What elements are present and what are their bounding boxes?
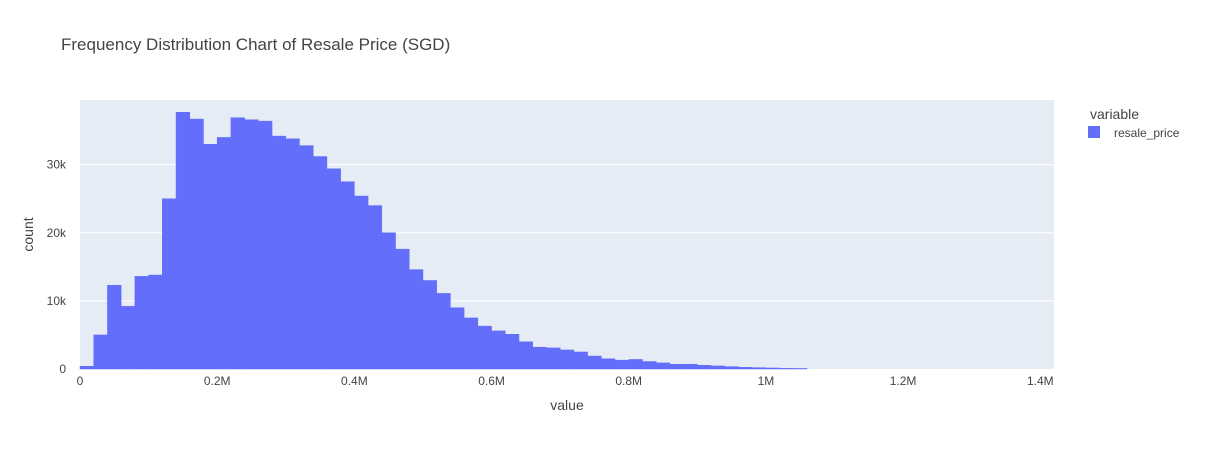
histogram-bar[interactable]	[230, 117, 245, 370]
x-axis-title: value	[550, 397, 584, 413]
histogram-bar[interactable]	[450, 307, 465, 370]
histogram-bar[interactable]	[683, 363, 698, 370]
histogram-bar[interactable]	[367, 205, 383, 370]
x-tick-label: 0.4M	[341, 374, 368, 388]
histogram-bar[interactable]	[573, 351, 588, 370]
legend-title: variable	[1090, 106, 1139, 122]
histogram-bar[interactable]	[285, 138, 300, 370]
histogram-bar[interactable]	[189, 118, 204, 370]
histogram-bar[interactable]	[710, 365, 726, 370]
histogram-bar[interactable]	[93, 334, 108, 370]
histogram-bar[interactable]	[354, 195, 369, 370]
histogram-bar[interactable]	[505, 334, 520, 370]
histogram-bar[interactable]	[244, 119, 259, 370]
y-tick-label: 30k	[47, 158, 67, 172]
histogram-bar[interactable]	[271, 135, 287, 370]
histogram-bar[interactable]	[107, 284, 122, 370]
y-tick-label: 20k	[47, 226, 67, 240]
histogram-bar[interactable]	[738, 367, 753, 370]
histogram-bar[interactable]	[724, 366, 739, 370]
histogram-bar[interactable]	[463, 317, 479, 370]
histogram-bar[interactable]	[532, 346, 547, 370]
y-tick-label: 0	[59, 362, 66, 376]
histogram-bar[interactable]	[491, 330, 506, 370]
histogram-bar[interactable]	[299, 145, 314, 370]
histogram-bar[interactable]	[203, 144, 218, 370]
histogram-bar[interactable]	[628, 359, 643, 370]
y-tick-label: 10k	[47, 294, 67, 308]
histogram-bar[interactable]	[655, 362, 671, 370]
histogram-bar[interactable]	[258, 120, 273, 370]
histogram-bars	[79, 112, 808, 370]
histogram-bar[interactable]	[559, 349, 575, 370]
x-tick-label: 1.2M	[890, 374, 917, 388]
histogram-bar[interactable]	[546, 347, 561, 370]
histogram-bar[interactable]	[793, 368, 808, 370]
histogram-bar[interactable]	[395, 248, 410, 370]
x-tick-label: 1.4M	[1027, 374, 1054, 388]
legend-item-resale-price[interactable]: resale_price	[1088, 126, 1180, 140]
legend-swatch	[1088, 126, 1100, 138]
histogram-bar[interactable]	[408, 269, 424, 370]
x-tick-label: 0.2M	[204, 374, 231, 388]
histogram-bar[interactable]	[79, 366, 94, 370]
histogram-bar[interactable]	[381, 232, 396, 370]
histogram-bar[interactable]	[175, 112, 190, 370]
legend[interactable]: variable resale_price	[1088, 106, 1180, 140]
y-axis-ticks: 0 10k 20k 30k	[47, 158, 67, 376]
histogram-bar[interactable]	[518, 341, 533, 370]
histogram-bar[interactable]	[601, 358, 616, 370]
histogram-bar[interactable]	[669, 363, 684, 370]
histogram-bar[interactable]	[312, 156, 328, 370]
histogram-bar[interactable]	[162, 198, 177, 370]
histogram-bar[interactable]	[216, 137, 232, 370]
histogram-bar[interactable]	[614, 359, 629, 370]
histogram-bar[interactable]	[422, 280, 437, 370]
x-axis-ticks: 0 0.2M 0.4M 0.6M 0.8M 1M 1.2M 1.4M	[77, 374, 1054, 388]
histogram-bar[interactable]	[765, 367, 780, 370]
histogram-bar[interactable]	[751, 367, 767, 370]
histogram-bar[interactable]	[587, 355, 602, 370]
histogram-bar[interactable]	[779, 368, 794, 370]
x-tick-label: 0	[77, 374, 84, 388]
x-tick-label: 0.8M	[615, 374, 642, 388]
legend-label-resale-price: resale_price	[1114, 126, 1180, 140]
chart-title: Frequency Distribution Chart of Resale P…	[61, 35, 450, 54]
histogram-bar[interactable]	[436, 293, 451, 370]
histogram-bar[interactable]	[340, 181, 355, 370]
y-axis-title: count	[20, 217, 36, 251]
histogram-bar[interactable]	[477, 325, 492, 370]
histogram-bar[interactable]	[134, 276, 149, 370]
histogram-bar[interactable]	[642, 361, 657, 370]
histogram-bar[interactable]	[697, 365, 712, 370]
x-tick-label: 1M	[758, 374, 775, 388]
histogram-bar[interactable]	[326, 168, 341, 370]
x-tick-label: 0.6M	[478, 374, 505, 388]
histogram-bar[interactable]	[120, 306, 136, 370]
histogram-bar[interactable]	[148, 274, 163, 370]
